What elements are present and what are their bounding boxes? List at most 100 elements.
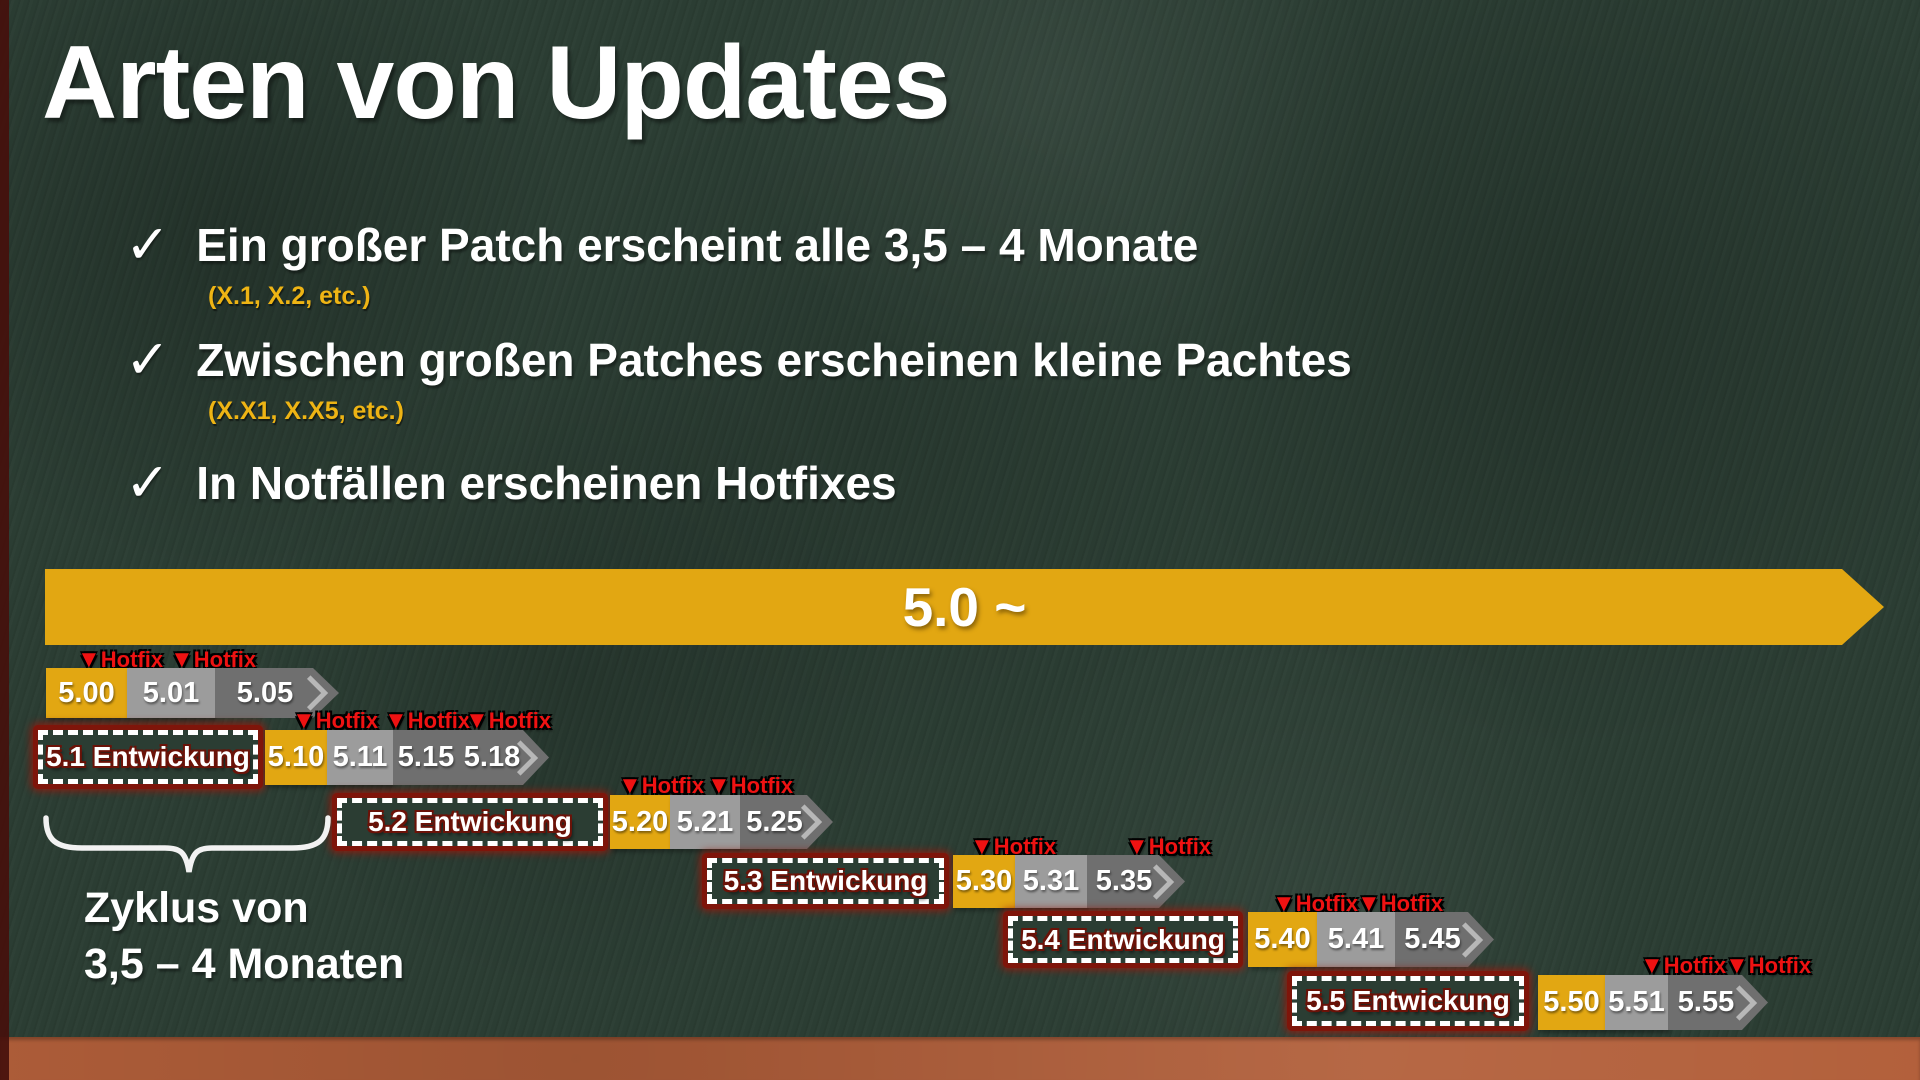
- bullet-text: In Notfällen erscheinen Hotfixes: [196, 456, 897, 509]
- version-segment: 5.10: [265, 730, 327, 785]
- hotfix-triangle-icon: ▼: [1357, 890, 1381, 917]
- hotfix-triangle-icon: ▼: [465, 707, 489, 734]
- hotfix-label: Hotfix: [1380, 891, 1444, 916]
- bullet-item-1: ✓ Ein großer Patch erscheint alle 3,5 – …: [125, 213, 1198, 276]
- version-segment: 5.25: [740, 795, 833, 849]
- hotfix-label: Hotfix: [1148, 834, 1212, 859]
- version-segment: 5.20: [610, 795, 670, 849]
- curly-brace-icon: [43, 815, 331, 873]
- bullet-subtext-2: (X.X1, X.X5, etc.): [208, 397, 404, 425]
- hotfix-marker: ▼Hotfix: [1125, 833, 1211, 861]
- version-label: 5.21: [676, 805, 734, 838]
- slide-left-edge: [0, 0, 9, 1080]
- version-label: 5.10: [267, 741, 325, 773]
- hotfix-label: Hotfix: [641, 773, 705, 798]
- hotfix-label: Hotfix: [407, 708, 471, 733]
- version-segment: 5.15 5.18: [393, 730, 549, 785]
- dev-box-label: 5.5 Entwickung: [1292, 976, 1524, 1026]
- dev-box-label: 5.4 Entwickung: [1008, 916, 1238, 963]
- version-label: 5.18: [463, 741, 521, 773]
- version-segment: 5.21: [670, 795, 740, 849]
- check-icon: ✓: [125, 453, 171, 513]
- hotfix-marker: ▼Hotfix: [1272, 890, 1358, 918]
- dev-box: 5.3 Entwickung: [702, 853, 949, 909]
- hotfix-label: Hotfix: [100, 647, 164, 672]
- version-segment: 5.45: [1395, 912, 1494, 967]
- bullet-text: Zwischen großen Patches erscheinen klein…: [196, 333, 1352, 386]
- version-label: 5.01: [142, 676, 200, 709]
- cycle-note: Zyklus von 3,5 – 4 Monaten: [84, 880, 404, 992]
- version-label: 5.15: [397, 741, 455, 773]
- version-label: 5.50: [1543, 986, 1600, 1018]
- version-label: 5.41: [1327, 923, 1385, 955]
- hotfix-label: Hotfix: [730, 773, 794, 798]
- hotfix-marker: ▼Hotfix: [1357, 890, 1443, 918]
- version-segment: 5.35: [1087, 855, 1185, 908]
- dev-box: 5.1 Entwickung: [33, 725, 263, 789]
- hotfix-triangle-icon: ▼: [618, 772, 642, 799]
- version-segment: 5.41: [1317, 912, 1395, 967]
- version-segment: 5.30: [953, 855, 1015, 908]
- version-label: 5.55: [1677, 986, 1735, 1018]
- hotfix-triangle-icon: ▼: [707, 772, 731, 799]
- hotfix-triangle-icon: ▼: [1272, 890, 1296, 917]
- version-segment: 5.00: [46, 668, 127, 718]
- bullet-item-3: ✓ In Notfällen erscheinen Hotfixes: [125, 451, 897, 514]
- version-label: 5.11: [332, 741, 388, 773]
- version-label: 5.20: [611, 805, 669, 838]
- dev-box-label: 5.3 Entwickung: [707, 858, 944, 904]
- version-label: 5.51: [1608, 986, 1665, 1018]
- hotfix-marker: ▼Hotfix: [1725, 952, 1811, 980]
- hotfix-triangle-icon: ▼: [970, 833, 994, 860]
- version-segment: 5.50: [1538, 975, 1605, 1030]
- version-label: 5.00: [58, 676, 115, 709]
- cycle-note-line2: 3,5 – 4 Monaten: [84, 940, 405, 988]
- check-icon: ✓: [125, 215, 171, 275]
- version-banner-arrow: 5.0 ~: [45, 569, 1884, 645]
- hotfix-marker: ▼Hotfix: [77, 646, 163, 674]
- check-icon: ✓: [125, 330, 171, 390]
- version-label: 5.35: [1095, 865, 1153, 897]
- hotfix-label: Hotfix: [488, 708, 552, 733]
- hotfix-triangle-icon: ▼: [1725, 952, 1749, 979]
- hotfix-triangle-icon: ▼: [77, 646, 101, 673]
- bullet-item-2: ✓ Zwischen großen Patches erscheinen kle…: [125, 328, 1352, 391]
- hotfix-label: Hotfix: [1748, 953, 1812, 978]
- version-segment: 5.51: [1605, 975, 1668, 1030]
- hotfix-marker: ▼Hotfix: [1640, 952, 1726, 980]
- bullet-text: Ein großer Patch erscheint alle 3,5 – 4 …: [196, 218, 1199, 271]
- dev-box: 5.4 Entwickung: [1003, 911, 1243, 968]
- hotfix-label: Hotfix: [1663, 953, 1727, 978]
- version-label: 5.31: [1022, 865, 1080, 897]
- hotfix-label: Hotfix: [1295, 891, 1359, 916]
- hotfix-label: Hotfix: [193, 647, 257, 672]
- hotfix-triangle-icon: ▼: [1125, 833, 1149, 860]
- version-segment: 5.01: [127, 668, 215, 718]
- version-label: 5.40: [1254, 923, 1311, 955]
- version-segment: 5.31: [1015, 855, 1087, 908]
- chevron-highlight-icon: [293, 675, 328, 710]
- version-label: 5.25: [746, 805, 803, 838]
- page-title: Arten von Updates: [42, 25, 951, 141]
- cycle-note-line1: Zyklus von: [84, 884, 309, 932]
- dev-box-label: 5.1 Entwickung: [38, 730, 258, 784]
- version-label: 5.05: [236, 676, 294, 709]
- bullet-subtext-1: (X.1, X.2, etc.): [208, 282, 371, 310]
- banner-label: 5.0 ~: [902, 576, 1027, 638]
- version-segment: 5.55: [1668, 975, 1768, 1030]
- dev-box-label: 5.2 Entwickung: [337, 798, 603, 846]
- version-label: 5.45: [1404, 923, 1461, 955]
- dev-box: 5.2 Entwickung: [332, 793, 608, 851]
- hotfix-marker: ▼Hotfix: [384, 707, 470, 735]
- version-segment: 5.40: [1248, 912, 1317, 967]
- hotfix-triangle-icon: ▼: [384, 707, 408, 734]
- dev-box: 5.5 Entwickung: [1287, 971, 1529, 1031]
- version-label: 5.30: [955, 865, 1013, 897]
- hotfix-marker: ▼Hotfix: [465, 707, 551, 735]
- hotfix-triangle-icon: ▼: [1640, 952, 1664, 979]
- hotfix-marker: ▼Hotfix: [618, 772, 704, 800]
- hotfix-triangle-icon: ▼: [170, 646, 194, 673]
- version-segment: 5.11: [327, 730, 393, 785]
- hotfix-triangle-icon: ▼: [292, 707, 316, 734]
